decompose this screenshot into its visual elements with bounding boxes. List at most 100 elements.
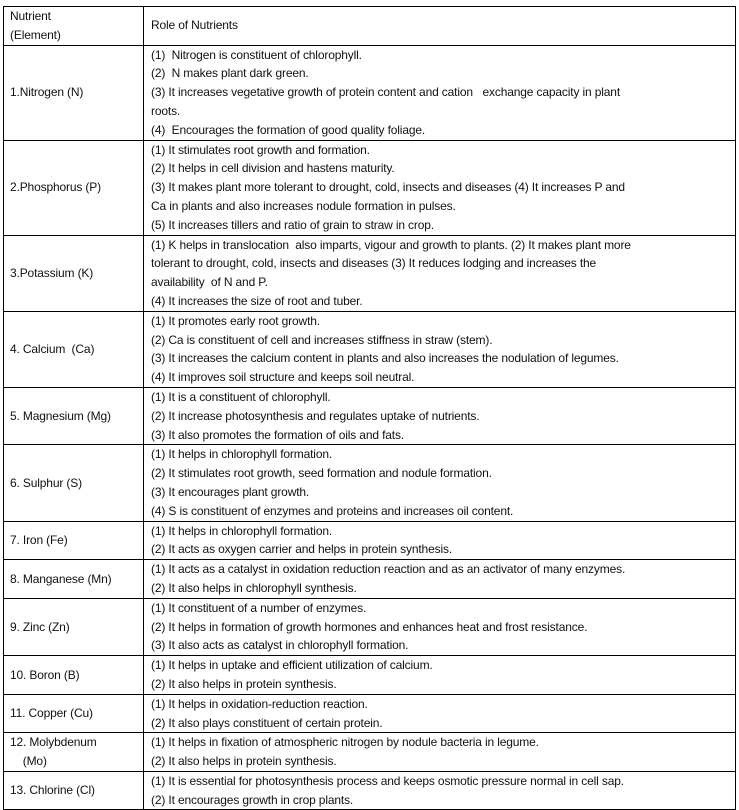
role-cell: (1) K helps in translocation also impart… <box>143 234 736 312</box>
nutrient-name: (Mo) <box>10 754 47 769</box>
table-row: 5. Magnesium (Mg) (1) It is a constituent… <box>3 386 736 446</box>
role-line: (1) It stimulates root growth and format… <box>151 142 370 157</box>
table-row: 8. Manganese (Mn) (1) It acts as a cataly… <box>3 559 736 599</box>
header-nutrient: Nutrient (Element) <box>3 6 144 46</box>
table-row: 13. Chlorine (Cl) (1) It is essential for… <box>3 770 736 810</box>
nutrient-name: 1.Nitrogen (N) <box>10 85 84 100</box>
role-line: (2) Ca is constituent of cell and increa… <box>151 332 493 347</box>
role-line: (1) It constituent of a number of enzyme… <box>151 600 367 615</box>
nutrient-name: 9. Zinc (Zn) <box>10 619 70 634</box>
nutrient-name: 6. Sulphur (S) <box>10 475 82 490</box>
header-row: Nutrient (Element) Role of Nutrients <box>3 6 736 46</box>
nutrient-name: 13. Chlorine (Cl) <box>10 783 95 798</box>
nutrient-cell: 7. Iron (Fe) <box>3 520 144 561</box>
role-line: roots. <box>151 103 181 118</box>
role-line: (2) It encourages growth in crop plants. <box>151 792 354 807</box>
table-row: 12. Molybdenum (Mo) (1) It helps in fixat… <box>3 732 736 772</box>
nutrient-cell: 5. Magnesium (Mg) <box>3 386 144 446</box>
role-line: (1) It helps in oxidation-reduction reac… <box>151 696 368 711</box>
header-nutrient-line1: Nutrient <box>10 9 51 23</box>
role-line: (3) It increases vegetative growth of pr… <box>151 85 621 100</box>
role-line: (4) It increases the size of root and tu… <box>151 293 363 308</box>
table-row: 1.Nitrogen (N) (1) Nitrogen is constituen… <box>3 44 736 141</box>
nutrient-name: 2.Phosphorus (P) <box>10 180 101 195</box>
role-line: availability of N and P. <box>151 275 268 290</box>
role-cell: (1) It acts as a catalyst in oxidation r… <box>143 559 736 599</box>
role-cell: (1) It helps in uptake and efficient uti… <box>143 655 736 695</box>
role-cell: (1) It promotes early root growth. (2) Ca… <box>143 310 736 388</box>
role-line: (1) It promotes early root growth. <box>151 313 320 328</box>
table-row: 6. Sulphur (S) (1) It helps in chlorophyl… <box>3 444 736 522</box>
header-role: Role of Nutrients <box>143 6 736 46</box>
role-cell: (1) It constituent of a number of enzyme… <box>143 597 736 657</box>
nutrient-name: 4. Calcium (Ca) <box>10 341 95 356</box>
table-row: 7. Iron (Fe) (1) It helps in chlorophyll … <box>3 520 736 561</box>
nutrient-table: Nutrient (Element) Role of Nutrients 1.Ni… <box>3 6 736 810</box>
nutrient-name: 12. Molybdenum <box>10 735 97 750</box>
nutrient-cell: 9. Zinc (Zn) <box>3 597 144 657</box>
header-nutrient-line2: (Element) <box>10 27 61 42</box>
role-line: (3) It encourages plant growth. <box>151 484 310 499</box>
role-cell: (1) It is a constituent of chlorophyll. (… <box>143 386 736 446</box>
role-line: Ca in plants and also increases nodule f… <box>151 198 456 213</box>
table-row: 2.Phosphorus (P) (1) It stimulates root g… <box>3 139 736 236</box>
role-line: (4) It improves soil structure and keeps… <box>151 370 415 385</box>
nutrient-cell: 1.Nitrogen (N) <box>3 44 144 141</box>
role-cell: (1) It stimulates root growth and format… <box>143 139 736 236</box>
nutrient-cell: 8. Manganese (Mn) <box>3 559 144 599</box>
nutrient-name: 3.Potassium (K) <box>10 265 94 280</box>
role-line: (5) It increases tillers and ratio of gr… <box>151 217 434 232</box>
nutrient-cell: 10. Boron (B) <box>3 655 144 695</box>
table-row: 3.Potassium (K) (1) K helps in translocat… <box>3 234 736 312</box>
role-line: (1) Nitrogen is constituent of chlorophy… <box>151 47 362 62</box>
role-line: (3) It also acts as catalyst in chloroph… <box>151 638 409 653</box>
nutrient-name: 10. Boron (B) <box>10 667 80 682</box>
nutrient-name: 7. Iron (Fe) <box>10 532 68 547</box>
role-cell: (1) It is essential for photosynthesis p… <box>143 770 736 810</box>
nutrient-cell: 11. Copper (Cu) <box>3 693 144 734</box>
role-cell: (1) It helps in chlorophyll formation. (2… <box>143 520 736 561</box>
role-line: (3) It increases the calcium content in … <box>151 351 619 366</box>
role-line: (4) S is constituent of enzymes and prot… <box>151 503 514 518</box>
role-cell: (1) It helps in fixation of atmospheric … <box>143 732 736 772</box>
table-row: 9. Zinc (Zn) (1) It constituent of a numb… <box>3 597 736 657</box>
role-line: (2) It helps in formation of growth horm… <box>151 619 588 634</box>
nutrient-cell: 12. Molybdenum (Mo) <box>3 732 144 772</box>
role-line: (1) It helps in uptake and efficient uti… <box>151 658 433 673</box>
role-line: (1) It helps in chlorophyll formation. <box>151 447 333 462</box>
nutrient-name: 5. Magnesium (Mg) <box>10 408 111 423</box>
role-line: (3) It makes plant more tolerant to drou… <box>151 180 625 195</box>
nutrient-cell: 3.Potassium (K) <box>3 234 144 312</box>
table-row: 4. Calcium (Ca) (1) It promotes early roo… <box>3 310 736 388</box>
role-line: (1) It is essential for photosynthesis p… <box>151 773 624 788</box>
role-line: tolerant to drought, cold, insects and d… <box>151 256 597 271</box>
header-role-text: Role of Nutrients <box>151 18 238 33</box>
nutrient-cell: 6. Sulphur (S) <box>3 444 144 522</box>
role-line: (2) It also helps in protein synthesis. <box>151 676 337 691</box>
role-line: (2) It acts as oxygen carrier and helps … <box>151 542 452 557</box>
table-row: 11. Copper (Cu) (1) It helps in oxidation… <box>3 693 736 734</box>
role-line: (1) It acts as a catalyst in oxidation r… <box>151 562 626 577</box>
role-line: (1) It is a constituent of chlorophyll. <box>151 389 331 404</box>
role-line: (1) K helps in translocation also impart… <box>151 237 631 252</box>
role-line: (1) It helps in fixation of atmospheric … <box>151 735 539 750</box>
role-line: (2) N makes plant dark green. <box>151 66 309 81</box>
role-cell: (1) It helps in oxidation-reduction reac… <box>143 693 736 734</box>
role-line: (2) It increase photosynthesis and regul… <box>151 408 480 423</box>
role-line: (2) It stimulates root growth, seed form… <box>151 466 492 481</box>
role-line: (2) It also helps in chlorophyll synthes… <box>151 580 357 595</box>
nutrient-cell: 2.Phosphorus (P) <box>3 139 144 236</box>
role-line: (2) It also plays constituent of certain… <box>151 715 383 730</box>
role-cell: (1) Nitrogen is constituent of chlorophy… <box>143 44 736 141</box>
role-line: (3) It also promotes the formation of oi… <box>151 427 404 442</box>
role-cell: (1) It helps in chlorophyll formation. (2… <box>143 444 736 522</box>
nutrient-cell: 4. Calcium (Ca) <box>3 310 144 388</box>
nutrient-cell: 13. Chlorine (Cl) <box>3 770 144 810</box>
role-line: (2) It helps in cell division and hasten… <box>151 161 395 176</box>
nutrient-name: 11. Copper (Cu) <box>10 706 93 721</box>
table-row: 10. Boron (B) (1) It helps in uptake and … <box>3 655 736 695</box>
nutrient-name: 8. Manganese (Mn) <box>10 571 112 586</box>
role-line: (1) It helps in chlorophyll formation. <box>151 523 333 538</box>
role-line: (4) Encourages the formation of good qua… <box>151 122 426 137</box>
role-line: (2) It also helps in protein synthesis. <box>151 754 337 769</box>
